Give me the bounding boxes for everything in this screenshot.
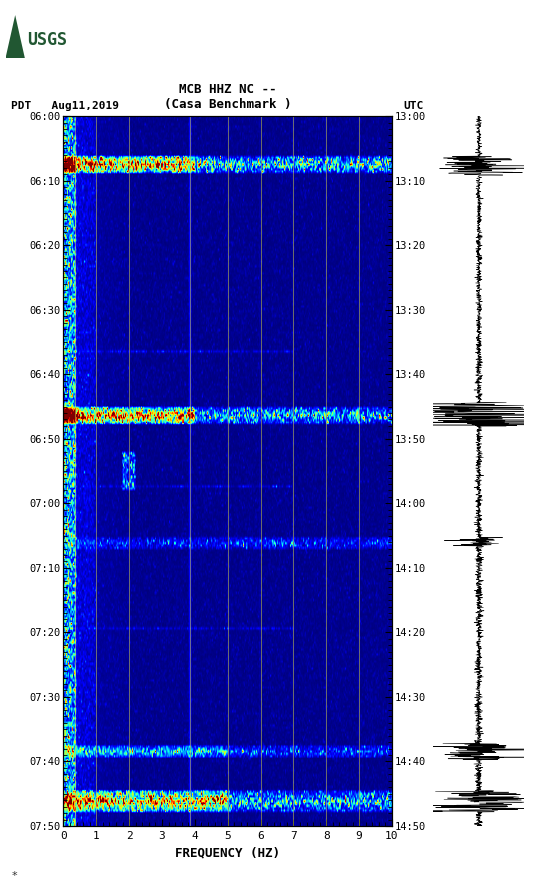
Text: $*$: $*$ (11, 869, 18, 879)
Text: USGS: USGS (27, 30, 67, 48)
Polygon shape (6, 15, 25, 58)
Text: (Casa Benchmark ): (Casa Benchmark ) (164, 97, 291, 111)
Text: PDT   Aug11,2019: PDT Aug11,2019 (11, 101, 119, 111)
X-axis label: FREQUENCY (HZ): FREQUENCY (HZ) (175, 847, 280, 859)
Text: MCB HHZ NC --: MCB HHZ NC -- (179, 83, 277, 96)
Text: UTC: UTC (403, 101, 423, 111)
